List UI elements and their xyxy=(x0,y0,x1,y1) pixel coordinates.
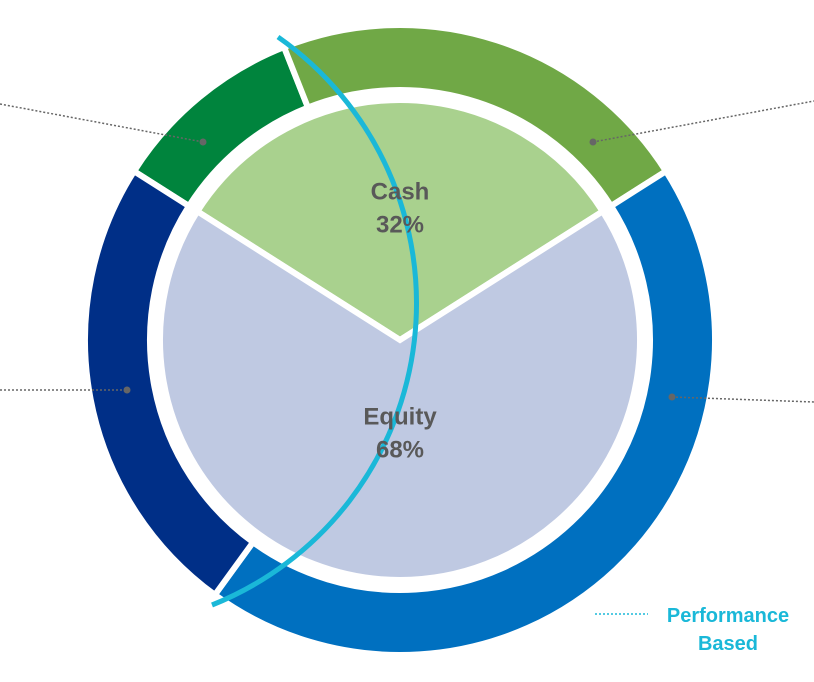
leader-line xyxy=(0,103,204,143)
slice xyxy=(210,167,718,658)
leaders xyxy=(0,100,814,403)
slice-label: Equity xyxy=(363,403,437,430)
leader-dot xyxy=(589,138,597,146)
leader-dot xyxy=(123,386,131,394)
leader-line xyxy=(592,100,814,143)
slice xyxy=(193,97,607,344)
leader-dot xyxy=(668,393,676,401)
slice xyxy=(157,207,643,583)
chart-marks xyxy=(82,22,718,658)
value-label: 32% xyxy=(376,211,424,238)
performance-arc xyxy=(211,34,420,608)
leader-dot xyxy=(199,138,207,146)
value-label: 68% xyxy=(376,436,424,463)
slice xyxy=(82,167,258,600)
annotation: Performance Based xyxy=(666,605,790,655)
slice-label: Cash xyxy=(371,178,430,205)
